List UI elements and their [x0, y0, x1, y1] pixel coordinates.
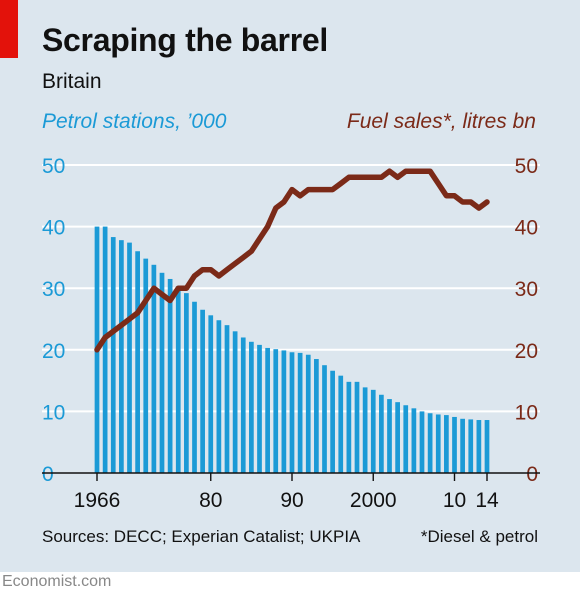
bar: [159, 272, 165, 473]
source-note: Sources: DECC; Experian Catalist; UKPIA: [42, 527, 361, 546]
bar: [362, 387, 368, 473]
bar: [184, 293, 189, 473]
bar: [322, 365, 327, 473]
bar: [151, 264, 157, 473]
y-right-tick-label: 30: [515, 278, 538, 301]
bar: [419, 411, 425, 473]
bar: [143, 258, 149, 473]
bar: [297, 352, 303, 473]
y-right-tick-label: 20: [515, 340, 538, 363]
bar: [354, 381, 360, 473]
bar: [452, 416, 457, 473]
brand-red-tag: [0, 0, 18, 58]
bar: [110, 237, 116, 473]
bar: [232, 331, 238, 473]
x-tick-label: 90: [280, 489, 303, 512]
bar: [330, 370, 335, 473]
fuel-sales-line: [94, 168, 490, 353]
footnote: *Diesel & petrol: [420, 527, 538, 546]
bar: [444, 415, 449, 473]
bar: [216, 320, 222, 473]
bar: [460, 418, 465, 473]
y-left-tick-label: 40: [42, 217, 65, 240]
bar: [249, 341, 254, 473]
chart-subtitle: Britain: [42, 70, 102, 93]
y-left-tick-label: 0: [42, 463, 54, 486]
bar: [468, 419, 474, 473]
bar: [265, 347, 270, 473]
bar: [200, 309, 205, 473]
bar: [338, 375, 344, 473]
y-left-tick-label: 50: [42, 155, 65, 178]
bar: [273, 349, 279, 473]
bar: [476, 420, 482, 473]
bar: [119, 240, 124, 473]
x-tick-label: 2000: [350, 489, 397, 512]
bar: [175, 286, 181, 473]
y-right-tick-label: 10: [515, 401, 538, 424]
y-left-tick-label: 20: [42, 340, 65, 363]
x-tick-label: 1966: [74, 489, 121, 512]
chart-title: Scraping the barrel: [42, 22, 328, 58]
bar: [305, 354, 311, 473]
bar: [102, 226, 108, 473]
axes: 0 10 20 30 40 50 0 10 20 30 40 50 1966 80 90 2000 10 14: [42, 155, 540, 512]
bar: [192, 301, 197, 473]
bar: [346, 381, 352, 473]
x-tick-label: 10: [443, 489, 466, 512]
bar: [387, 399, 392, 473]
bar: [403, 405, 409, 473]
bar: [379, 394, 384, 473]
bar: [435, 414, 441, 473]
bar: [370, 389, 376, 473]
y-right-tick-label: 40: [515, 217, 538, 240]
y-right-tick-label: 0: [526, 463, 538, 486]
bar: [281, 350, 287, 473]
bar: [135, 251, 140, 473]
brand-label: Economist.com: [2, 573, 112, 590]
bar: [224, 325, 230, 473]
chart-plot: 0 10 20 30 40 50 0 10 20 30 40 50 1966 80 90 2000 10 14: [42, 155, 540, 512]
bar: [411, 408, 417, 473]
bar: [208, 315, 214, 473]
bar: [127, 242, 132, 473]
y-left-tick-label: 30: [42, 278, 65, 301]
x-tick-label: 14: [475, 489, 499, 512]
bar: [240, 337, 246, 473]
bar: [257, 344, 262, 473]
y-left-tick-label: 10: [42, 401, 65, 424]
y-right-tick-label: 50: [515, 155, 538, 178]
bar: [167, 278, 173, 473]
right-axis-caption: Fuel sales*, litres bn: [346, 110, 536, 133]
line-series: [94, 168, 490, 353]
bar: [289, 352, 295, 473]
bar-series: [94, 226, 490, 473]
bar: [314, 359, 319, 473]
left-axis-caption: Petrol stations, ’000: [42, 110, 227, 133]
x-tick-label: 80: [199, 489, 222, 512]
bar: [484, 420, 490, 473]
bar: [395, 402, 400, 473]
bar: [427, 413, 433, 473]
